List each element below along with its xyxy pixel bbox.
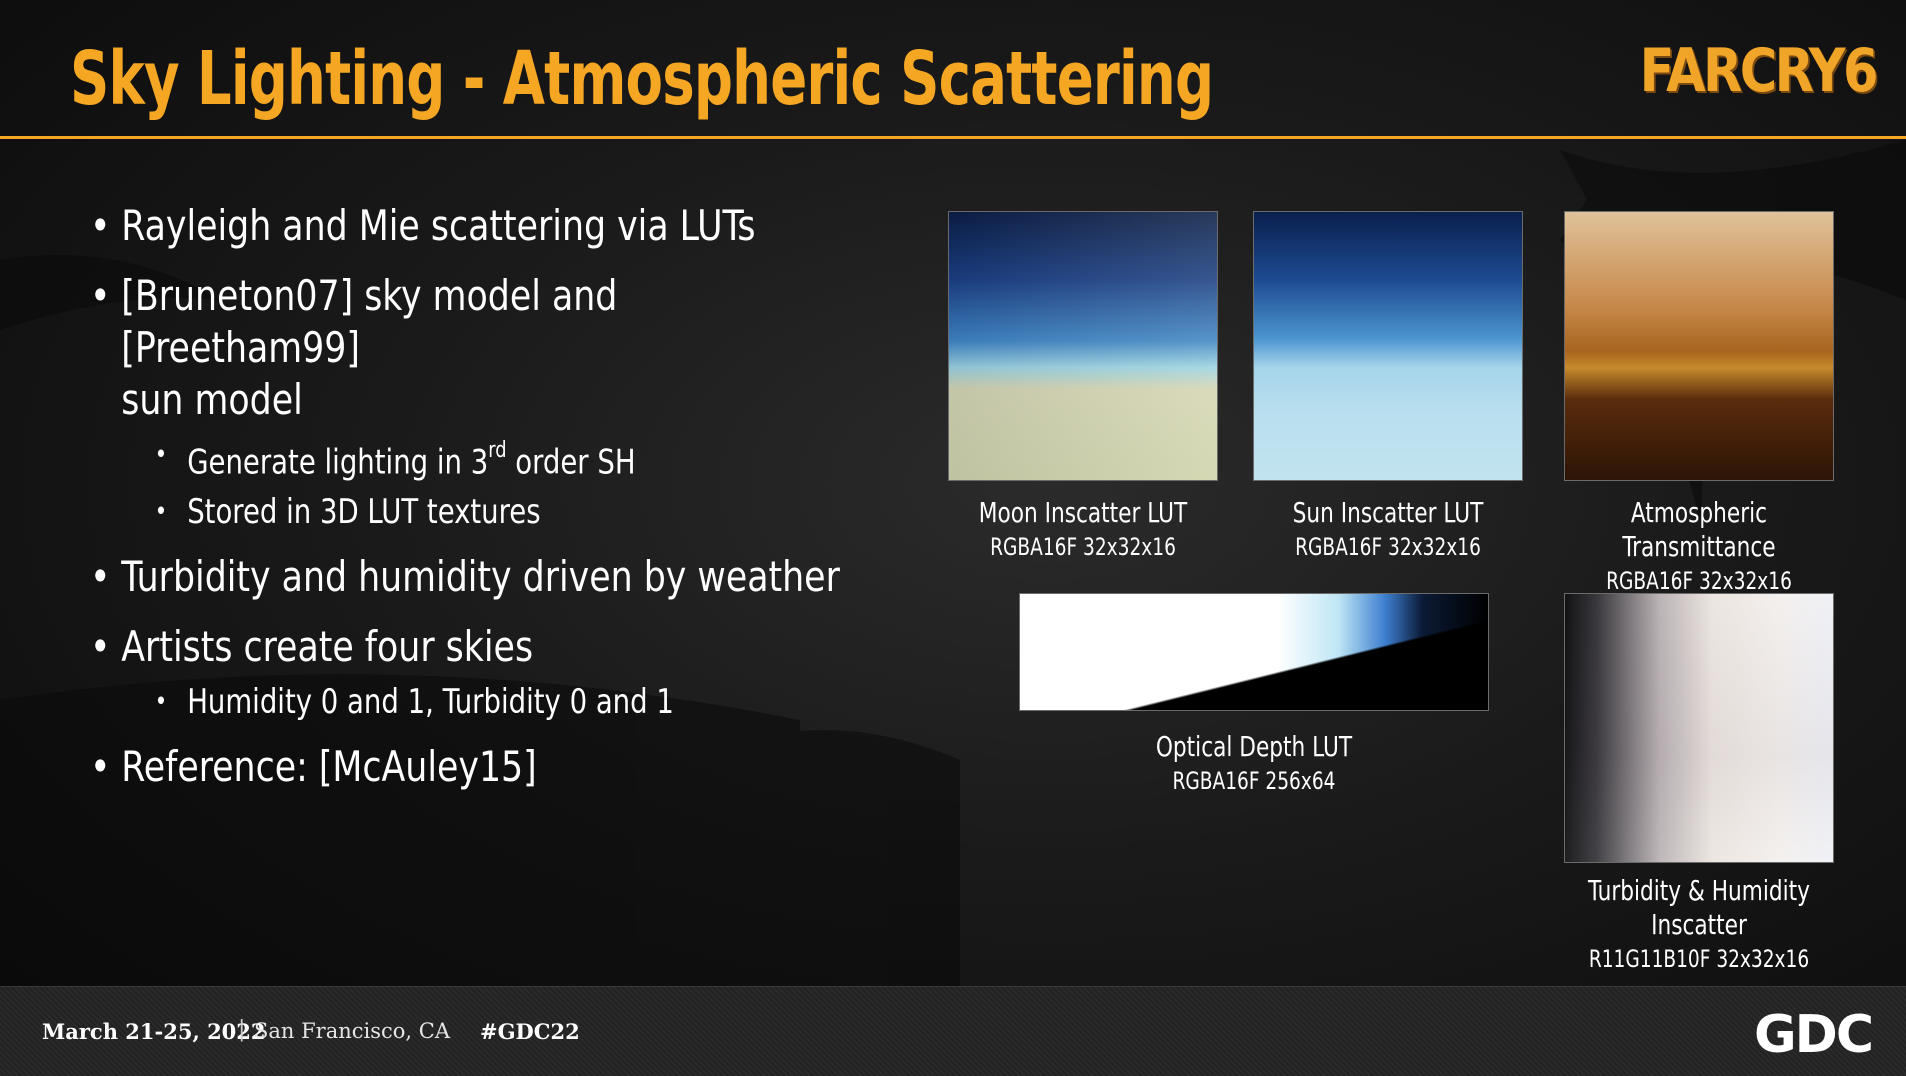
bullet-item: [Bruneton07] sky model and [Preetham99] …: [90, 270, 863, 426]
gdc-logo: GDC: [1753, 1005, 1874, 1065]
sub-bullet-item: Stored in 3D LUT textures: [90, 487, 846, 537]
footer-hashtag: #GDC22: [480, 1019, 580, 1044]
optical-depth-caption: Optical Depth LUT RGBA16F 256x64: [1155, 730, 1353, 795]
turbidity-humidity-caption: Turbidity & Humidity Inscatter R11G11B10…: [1588, 874, 1810, 973]
bullet-item: Artists create four skies: [90, 621, 863, 673]
sub-bullet-item: Generate lighting in 3rd order SH: [90, 430, 846, 487]
bullet-list: Rayleigh and Mie scattering via LUTs [Br…: [90, 200, 930, 811]
sun-inscatter-caption: Sun Inscatter LUT RGBA16F 32x32x16: [1292, 496, 1484, 561]
optical-depth-lut-image: [1019, 593, 1489, 711]
bullet-item: Reference: [McAuley15]: [90, 741, 863, 793]
sub-bullet-item: Humidity 0 and 1, Turbidity 0 and 1: [90, 677, 846, 727]
farcry6-logo: FARCRY6: [1639, 36, 1879, 106]
footer-location: San Francisco, CA: [254, 1019, 451, 1043]
moon-inscatter-caption: Moon Inscatter LUT RGBA16F 32x32x16: [978, 496, 1188, 561]
turbidity-humidity-lut-image: [1564, 593, 1834, 863]
slide-title: Sky Lighting - Atmospheric Scattering: [70, 36, 1214, 122]
footer-bar: March 21-25, 2022 | San Francisco, CA #G…: [0, 986, 1906, 1076]
moon-inscatter-lut-image: [948, 211, 1218, 481]
atmospheric-transmittance-caption: Atmospheric Transmittance RGBA16F 32x32x…: [1606, 496, 1792, 595]
footer-date: March 21-25, 2022: [42, 1019, 266, 1044]
sun-inscatter-lut-image: [1253, 211, 1523, 481]
title-divider: [0, 136, 1906, 139]
bullet-item: Turbidity and humidity driven by weather: [90, 551, 863, 603]
atmospheric-transmittance-lut-image: [1564, 211, 1834, 481]
footer-separator: |: [238, 1017, 246, 1042]
bullet-item: Rayleigh and Mie scattering via LUTs: [90, 200, 863, 252]
